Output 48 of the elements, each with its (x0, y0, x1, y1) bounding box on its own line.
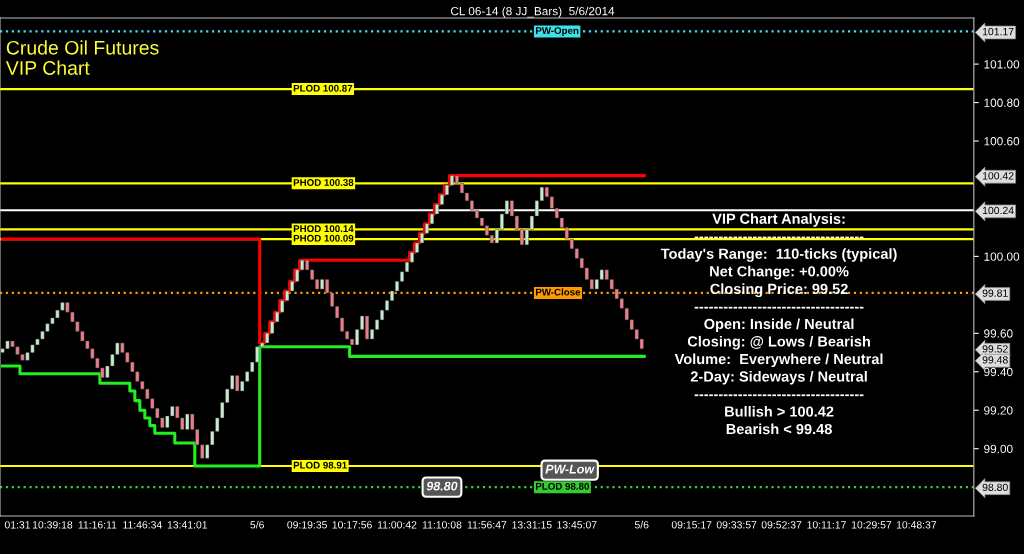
y2-tick-label: 99.52 (982, 345, 1008, 353)
text: VIP Chart Analysis: ----------------------------------- Today's Range: 110-ticks (typical) Net Change: +0.00% Closing Price: 99.52 ----------------------------------- Open: Inside / Neutral Closing: @ Lows / Bearish Volume: Everywhere / Neutral 2-Day: Sideways / Neutral ----------------------------------- Bullish > 100.42 Bearish < 99.48 (660, 213, 897, 435)
x-tick-label: 11:16:11 (78, 521, 117, 529)
x-tick-label: 11:46:34 (123, 521, 162, 529)
x-tick-label: 11:00:42 (377, 521, 417, 529)
ref-line-label: PLOD 98.80 (536, 482, 589, 490)
y2-tick-label: 99.48 (982, 356, 1008, 364)
x-tick-label: 10:39:18 (32, 521, 73, 529)
annotation: PW-Low (545, 464, 595, 474)
y-tick-label: 99.20 (984, 406, 1013, 415)
y-tick-label: 99.60 (984, 329, 1013, 338)
y-tick-label: 100.60 (984, 137, 1020, 146)
y-tick-label: 101.00 (984, 60, 1020, 69)
y2-tick-label: 100.24 (982, 206, 1014, 215)
x-tick-label: 09:52:37 (761, 521, 802, 529)
y2-tick-label: 101.17 (982, 27, 1014, 36)
ref-line-label: PHOD 100.09 (293, 234, 354, 242)
x-tick-label: 11:10:08 (422, 521, 462, 529)
x-tick-label: 09:15:17 (671, 521, 712, 529)
x-tick-label: 01:31 (4, 521, 31, 529)
y2-tick-label: 100.42 (982, 172, 1014, 180)
x-tick-label: 09:19:35 (287, 521, 327, 529)
x-tick-label: 09:33:57 (716, 521, 757, 529)
y2-tick-label: 99.81 (982, 289, 1008, 297)
ref-line-label: PHOD 100.38 (293, 179, 354, 186)
ref-line-label: PLOD 100.87 (293, 84, 353, 92)
x-tick-label: 10:11:17 (807, 521, 846, 529)
x-tick-label: 13:31:15 (512, 521, 552, 529)
y2-tick-label: 98.80 (982, 483, 1008, 492)
ref-line-label: PLOD 98.91 (293, 461, 347, 469)
y-tick-label: 100.80 (984, 98, 1020, 107)
x-tick-label: 5/6 (250, 520, 264, 529)
x-tick-label: 10:17:56 (332, 521, 372, 529)
chart-subtitle: CL 06-14 (8 JJ_Bars) 5/6/2014 (450, 6, 615, 18)
x-tick-label: 13:45:07 (557, 521, 597, 529)
y-tick-label: 99.40 (984, 367, 1013, 377)
y-tick-label: 100.00 (984, 252, 1020, 261)
ref-line-label: PW-Open (536, 27, 579, 36)
x-tick-label: 13:41:01 (167, 521, 208, 529)
ref-line-label: PHOD 100.14 (293, 225, 354, 233)
annotation: 98.80 (426, 481, 458, 491)
x-tick-label: 10:48:37 (896, 521, 937, 529)
x-tick-label: 5/6 (634, 520, 649, 529)
ref-line-label: PW-Close (536, 288, 581, 296)
y-tick-label: 99.00 (984, 444, 1013, 454)
text: Crude Oil Futures VIP Chart (5, 40, 159, 75)
x-tick-label: 11:56:47 (467, 521, 507, 529)
x-tick-label: 10:29:57 (851, 521, 892, 529)
